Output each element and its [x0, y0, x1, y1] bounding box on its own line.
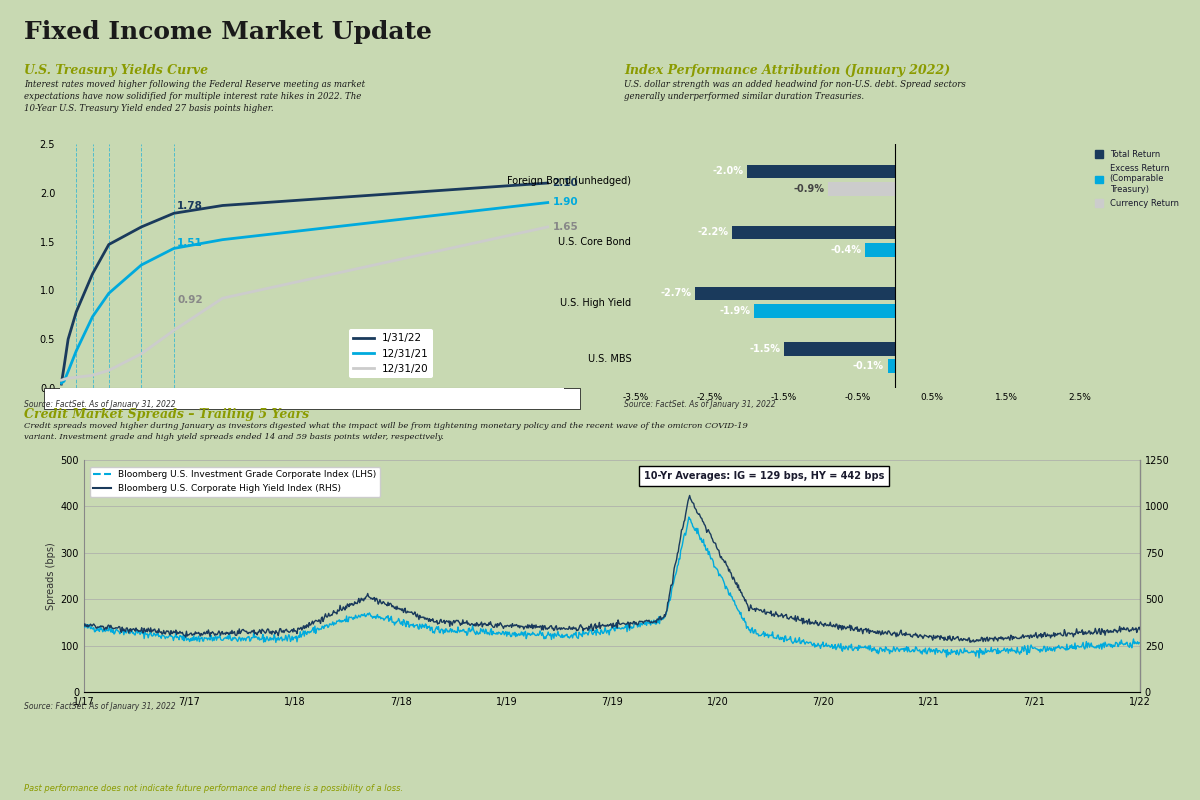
- Text: Past performance does not indicate future performance and there is a possibility: Past performance does not indicate futur…: [24, 784, 403, 793]
- Y-axis label: Spreads (bps): Spreads (bps): [47, 542, 56, 610]
- Text: -0.4%: -0.4%: [830, 245, 862, 254]
- Bar: [43, 388, 581, 410]
- Bar: [746, 165, 895, 178]
- Text: Source: FactSet. As of January 31, 2022: Source: FactSet. As of January 31, 2022: [24, 400, 175, 409]
- Bar: [732, 226, 895, 239]
- Bar: [828, 182, 895, 195]
- Bar: [865, 242, 895, 257]
- Text: 2.10: 2.10: [553, 178, 578, 188]
- Bar: [888, 359, 895, 373]
- Text: -2.2%: -2.2%: [697, 227, 728, 238]
- Text: U.S. Treasury Yields Curve: U.S. Treasury Yields Curve: [24, 64, 208, 77]
- Text: Interest rates moved higher following the Federal Reserve meeting as market
expe: Interest rates moved higher following th…: [24, 80, 365, 114]
- Legend: 1/31/22, 12/31/21, 12/31/20: 1/31/22, 12/31/21, 12/31/20: [348, 329, 433, 378]
- Text: Source: FactSet. As of January 31, 2022: Source: FactSet. As of January 31, 2022: [24, 702, 175, 711]
- Text: -0.9%: -0.9%: [793, 184, 824, 194]
- Text: 1.78: 1.78: [178, 202, 203, 211]
- Text: Index Performance Attribution (January 2022): Index Performance Attribution (January 2…: [624, 64, 950, 77]
- Text: 0.92: 0.92: [178, 295, 203, 305]
- Legend: Bloomberg U.S. Investment Grade Corporate Index (LHS), Bloomberg U.S. Corporate : Bloomberg U.S. Investment Grade Corporat…: [90, 467, 380, 497]
- Text: -1.5%: -1.5%: [749, 344, 780, 354]
- Text: 1.65: 1.65: [553, 222, 578, 232]
- Bar: [784, 342, 895, 356]
- Text: 1.90: 1.90: [553, 198, 578, 207]
- Text: -0.1%: -0.1%: [853, 361, 884, 371]
- Text: -2.0%: -2.0%: [713, 166, 743, 177]
- Text: 1.51: 1.51: [178, 238, 203, 247]
- Text: Credit Market Spreads – Trailing 5 Years: Credit Market Spreads – Trailing 5 Years: [24, 408, 310, 421]
- Bar: [695, 286, 895, 300]
- Text: 10-Yr Averages: IG = 129 bps, HY = 442 bps: 10-Yr Averages: IG = 129 bps, HY = 442 b…: [643, 471, 884, 482]
- Legend: Total Return, Excess Return
(Comparable
Treasury), Currency Return: Total Return, Excess Return (Comparable …: [1093, 148, 1181, 210]
- Text: Fixed Income Market Update: Fixed Income Market Update: [24, 20, 432, 44]
- Text: -1.9%: -1.9%: [720, 306, 751, 316]
- Bar: [755, 304, 895, 318]
- Bar: [60, 388, 564, 410]
- Text: Source: FactSet. As of January 31, 2022: Source: FactSet. As of January 31, 2022: [624, 400, 775, 409]
- Text: U.S. dollar strength was an added headwind for non-U.S. debt. Spread sectors
gen: U.S. dollar strength was an added headwi…: [624, 80, 966, 101]
- Text: -2.7%: -2.7%: [660, 289, 691, 298]
- Text: Credit spreads moved higher during January as investors digested what the impact: Credit spreads moved higher during Janua…: [24, 422, 748, 441]
